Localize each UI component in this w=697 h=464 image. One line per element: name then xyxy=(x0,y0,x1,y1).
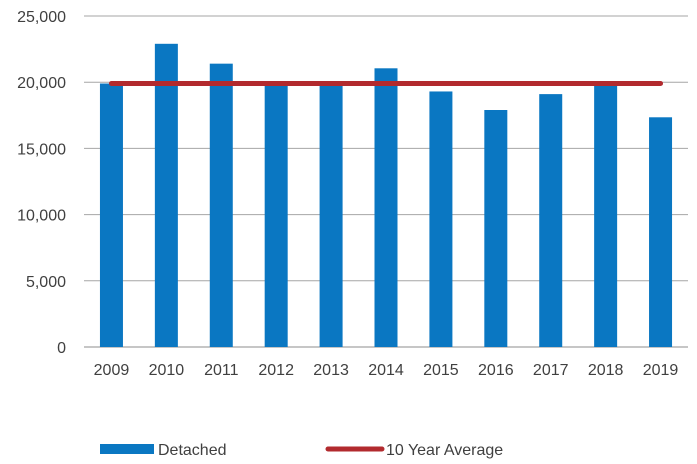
x-tick-label-2019: 2019 xyxy=(643,362,679,379)
y-tick-label: 25,000 xyxy=(17,9,66,26)
legend-swatch-detached xyxy=(100,444,154,454)
bar-2011 xyxy=(209,63,233,347)
bar-2009 xyxy=(99,83,123,348)
bar-2016 xyxy=(484,110,508,347)
x-tick-label-2018: 2018 xyxy=(588,362,624,379)
bar-2015 xyxy=(429,91,453,347)
legend: Detached 10 Year Average xyxy=(100,442,503,459)
x-tick-label-2009: 2009 xyxy=(94,362,130,379)
bar-2013 xyxy=(319,82,343,347)
x-tick-label-2013: 2013 xyxy=(313,362,349,379)
bar-2018 xyxy=(594,82,618,347)
x-tick-label-2014: 2014 xyxy=(368,362,404,379)
x-tick-label-2015: 2015 xyxy=(423,362,459,379)
y-tick-label: 10,000 xyxy=(17,208,66,225)
x-tick-label-2017: 2017 xyxy=(533,362,569,379)
bar-2014 xyxy=(374,68,398,347)
legend-label-10-year-average: 10 Year Average xyxy=(386,442,503,459)
bar-2012 xyxy=(264,82,288,347)
bar-2019 xyxy=(649,117,673,347)
legend-label-detached: Detached xyxy=(158,442,227,459)
bar-2010 xyxy=(154,43,178,347)
x-tick-label-2010: 2010 xyxy=(149,362,185,379)
y-tick-label: 5,000 xyxy=(26,274,66,291)
x-tick-label-2016: 2016 xyxy=(478,362,514,379)
y-tick-label: 15,000 xyxy=(17,141,66,158)
x-tick-label-2012: 2012 xyxy=(258,362,294,379)
bars xyxy=(99,43,673,348)
y-tick-label: 0 xyxy=(57,340,66,357)
bar-2017 xyxy=(539,94,563,347)
y-axis-tick-labels: 0 5,000 10,000 15,000 20,000 25,000 xyxy=(17,9,66,357)
x-axis-tick-labels: 2009 2010 2011 2012 2013 2014 2015 2016 2017 2018… xyxy=(94,362,679,379)
x-tick-label-2011: 2011 xyxy=(204,362,239,379)
y-tick-label: 20,000 xyxy=(17,75,66,92)
